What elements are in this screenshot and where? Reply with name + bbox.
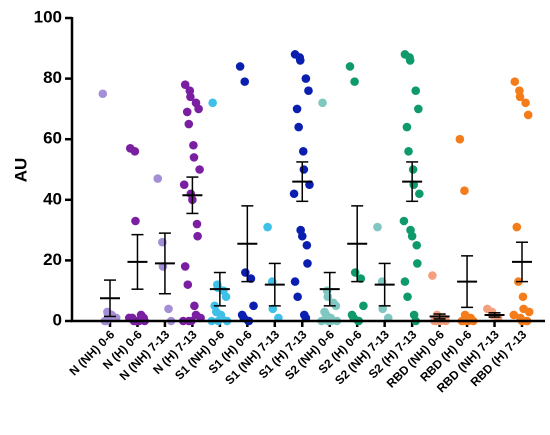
data-point [193, 231, 202, 241]
data-point [515, 92, 525, 102]
y-tick-label: 40 [43, 189, 62, 208]
data-point [221, 292, 231, 302]
data-point [403, 292, 412, 302]
data-point [180, 80, 190, 89]
data-point [402, 122, 412, 132]
data-point [512, 222, 522, 232]
data-point [179, 180, 189, 189]
data-point [180, 262, 190, 271]
data-point [408, 165, 418, 174]
data-point [189, 153, 199, 162]
data-point [190, 301, 199, 311]
data-point [413, 259, 422, 268]
data-point [521, 98, 530, 108]
data-point [235, 62, 245, 71]
y-tick-label: 60 [43, 129, 62, 148]
data-point [350, 77, 359, 86]
data-point [184, 119, 194, 129]
data-point [415, 189, 424, 199]
data-point [455, 134, 465, 144]
data-point [460, 186, 469, 196]
data-point [107, 310, 116, 320]
data-point [164, 304, 173, 314]
data-point [130, 147, 140, 156]
data-point [289, 189, 299, 199]
data-point [268, 304, 278, 314]
data-point [240, 77, 250, 86]
data-point [294, 122, 303, 132]
data-point [304, 86, 313, 96]
data-point [524, 307, 534, 317]
data-point [400, 277, 410, 286]
data-point [359, 301, 368, 311]
y-tick-label: 100 [34, 7, 62, 26]
data-point [298, 147, 308, 156]
data-point [246, 274, 256, 283]
data-point [263, 222, 272, 232]
data-point [208, 98, 217, 108]
data-point [189, 140, 198, 150]
data-point [297, 231, 307, 241]
y-tick-label: 80 [43, 68, 62, 87]
data-point [195, 165, 204, 174]
data-point [428, 271, 437, 280]
data-point [292, 104, 302, 114]
data-point [194, 104, 203, 114]
data-point [293, 292, 302, 302]
data-point [523, 110, 533, 120]
data-point [186, 92, 195, 102]
y-tick-label: 0 [53, 310, 62, 329]
data-point [301, 74, 311, 83]
y-axis-label: AU [11, 158, 30, 183]
data-point [318, 98, 327, 108]
data-point [412, 240, 422, 250]
data-point [98, 89, 108, 99]
data-point [405, 56, 415, 65]
data-point [192, 219, 202, 229]
data-point [399, 216, 409, 226]
data-point [290, 277, 300, 286]
data-point [331, 301, 341, 311]
data-point [183, 280, 193, 289]
data-point [345, 62, 355, 71]
data-point [407, 231, 417, 241]
data-point [295, 56, 305, 65]
data-point [182, 107, 192, 117]
data-point [518, 292, 528, 302]
data-point [411, 86, 421, 96]
data-point [414, 104, 423, 114]
data-point [404, 147, 413, 156]
data-point [299, 165, 309, 174]
data-point [302, 240, 312, 250]
data-point [153, 174, 163, 183]
data-point [373, 222, 382, 232]
data-point [303, 259, 312, 268]
y-tick-label: 20 [43, 250, 62, 269]
data-point [509, 310, 519, 320]
data-point [249, 301, 258, 311]
data-point [510, 77, 520, 86]
data-point [378, 304, 387, 314]
data-point [356, 274, 366, 283]
data-point [131, 216, 140, 226]
